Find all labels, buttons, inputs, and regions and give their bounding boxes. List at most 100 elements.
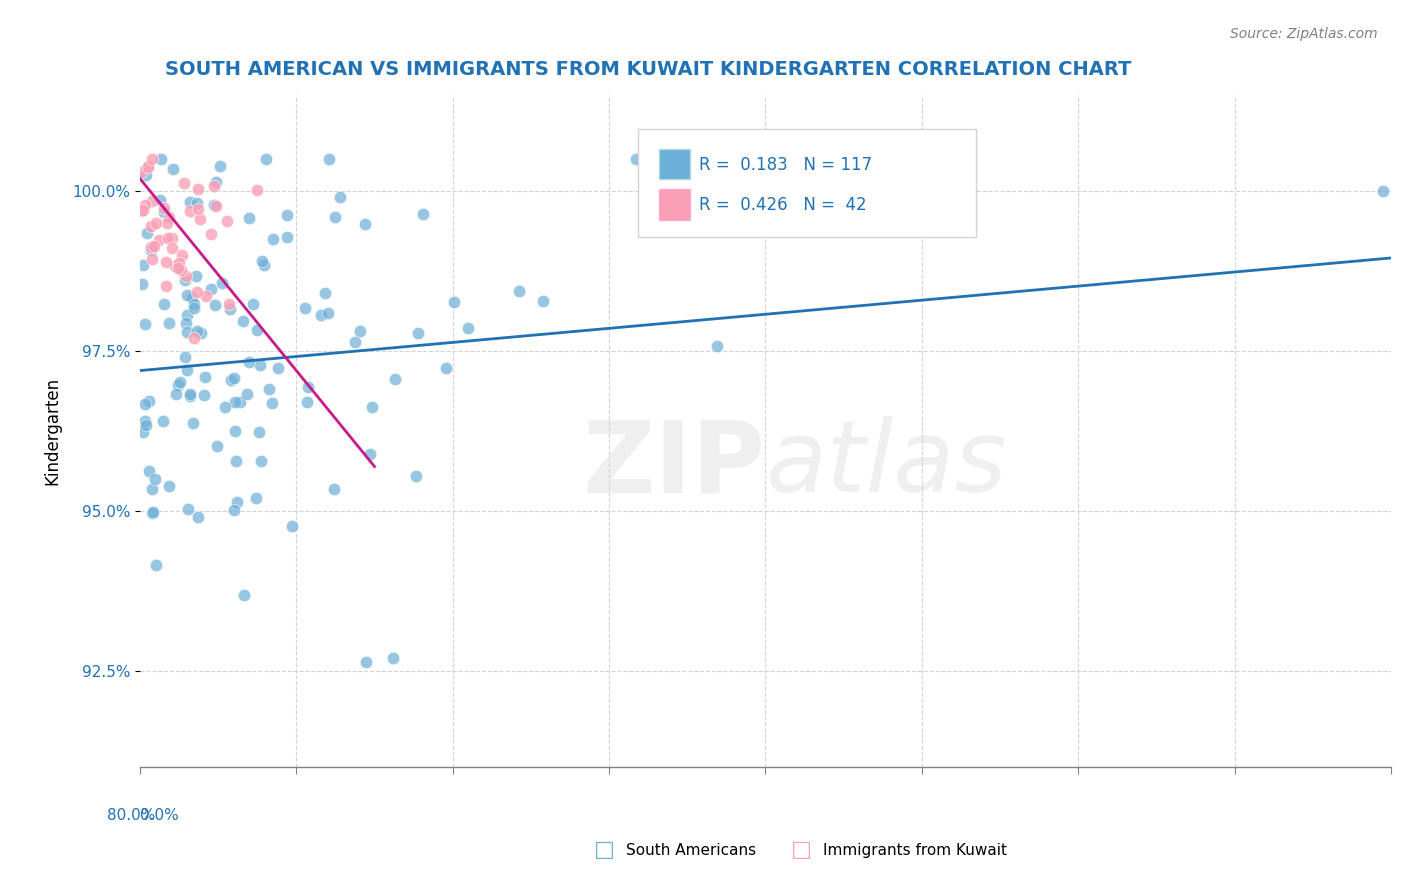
Point [1372,185,1395,199]
Point [186,285,208,299]
Point [131,277,153,291]
Text: 80.0%: 80.0% [107,807,156,822]
Point [249,425,271,440]
Point [167,377,190,392]
Point [179,386,201,401]
Point [232,314,254,328]
Point [211,277,233,291]
Point [215,214,238,228]
FancyBboxPatch shape [638,129,976,236]
Point [353,217,375,231]
Point [149,194,172,208]
Point [174,316,197,330]
Y-axis label: Kindergarten: Kindergarten [44,377,60,485]
Point [145,558,167,573]
Point [181,416,204,430]
Point [205,199,228,213]
Point [200,227,222,241]
Point [187,202,209,216]
Point [354,655,377,669]
Point [238,211,260,225]
Text: South Americans: South Americans [626,843,756,857]
Point [143,472,166,486]
Point [262,231,284,245]
Point [204,298,226,312]
Point [457,321,479,335]
Point [343,334,366,349]
Point [167,256,190,270]
Point [254,153,277,167]
Point [131,204,153,219]
Point [323,210,346,224]
Point [329,189,352,203]
Point [246,184,269,198]
Point [219,373,242,387]
Point [156,216,179,230]
Point [138,393,160,408]
Point [187,510,209,524]
Point [246,323,269,337]
Point [162,161,184,176]
Point [160,242,183,256]
Point [157,210,180,224]
Point [349,324,371,338]
Point [131,203,153,218]
Point [150,153,173,167]
Text: □: □ [595,840,614,860]
Point [218,302,240,317]
Point [190,326,212,341]
Point [193,388,215,402]
Point [156,231,179,245]
Point [194,370,217,384]
Point [260,396,283,410]
Point [143,239,166,253]
Point [381,651,404,665]
Point [636,155,658,169]
Point [318,153,340,167]
Point [153,297,176,311]
Point [160,231,183,245]
Point [508,284,530,298]
Point [165,387,187,401]
Point [257,382,280,396]
Point [238,355,260,369]
Point [134,397,156,411]
Point [141,252,163,266]
Point [131,425,153,440]
Point [276,208,298,222]
Point [245,491,267,506]
Point [624,153,647,167]
Point [706,339,728,353]
Point [443,294,465,309]
Point [218,296,240,310]
Point [176,325,198,339]
Point [202,198,225,212]
Bar [659,149,690,179]
Point [134,317,156,331]
Point [141,153,163,167]
Point [236,386,259,401]
Point [384,371,406,385]
Point [132,259,155,273]
Point [214,400,236,414]
Point [142,505,165,519]
Point [276,230,298,244]
Point [134,198,156,212]
Point [176,309,198,323]
Point [311,309,333,323]
Point [176,363,198,377]
Point [157,317,180,331]
Point [174,269,197,284]
Point [177,502,200,516]
Point [152,414,174,428]
Point [135,227,157,241]
Point [281,518,304,533]
Point [157,478,180,492]
Text: R =  0.426   N =  42: R = 0.426 N = 42 [699,196,866,214]
Point [180,291,202,305]
Point [195,289,218,303]
Text: R =  0.183   N = 117: R = 0.183 N = 117 [699,155,872,174]
Point [208,159,231,173]
Point [145,216,167,230]
Point [205,439,228,453]
